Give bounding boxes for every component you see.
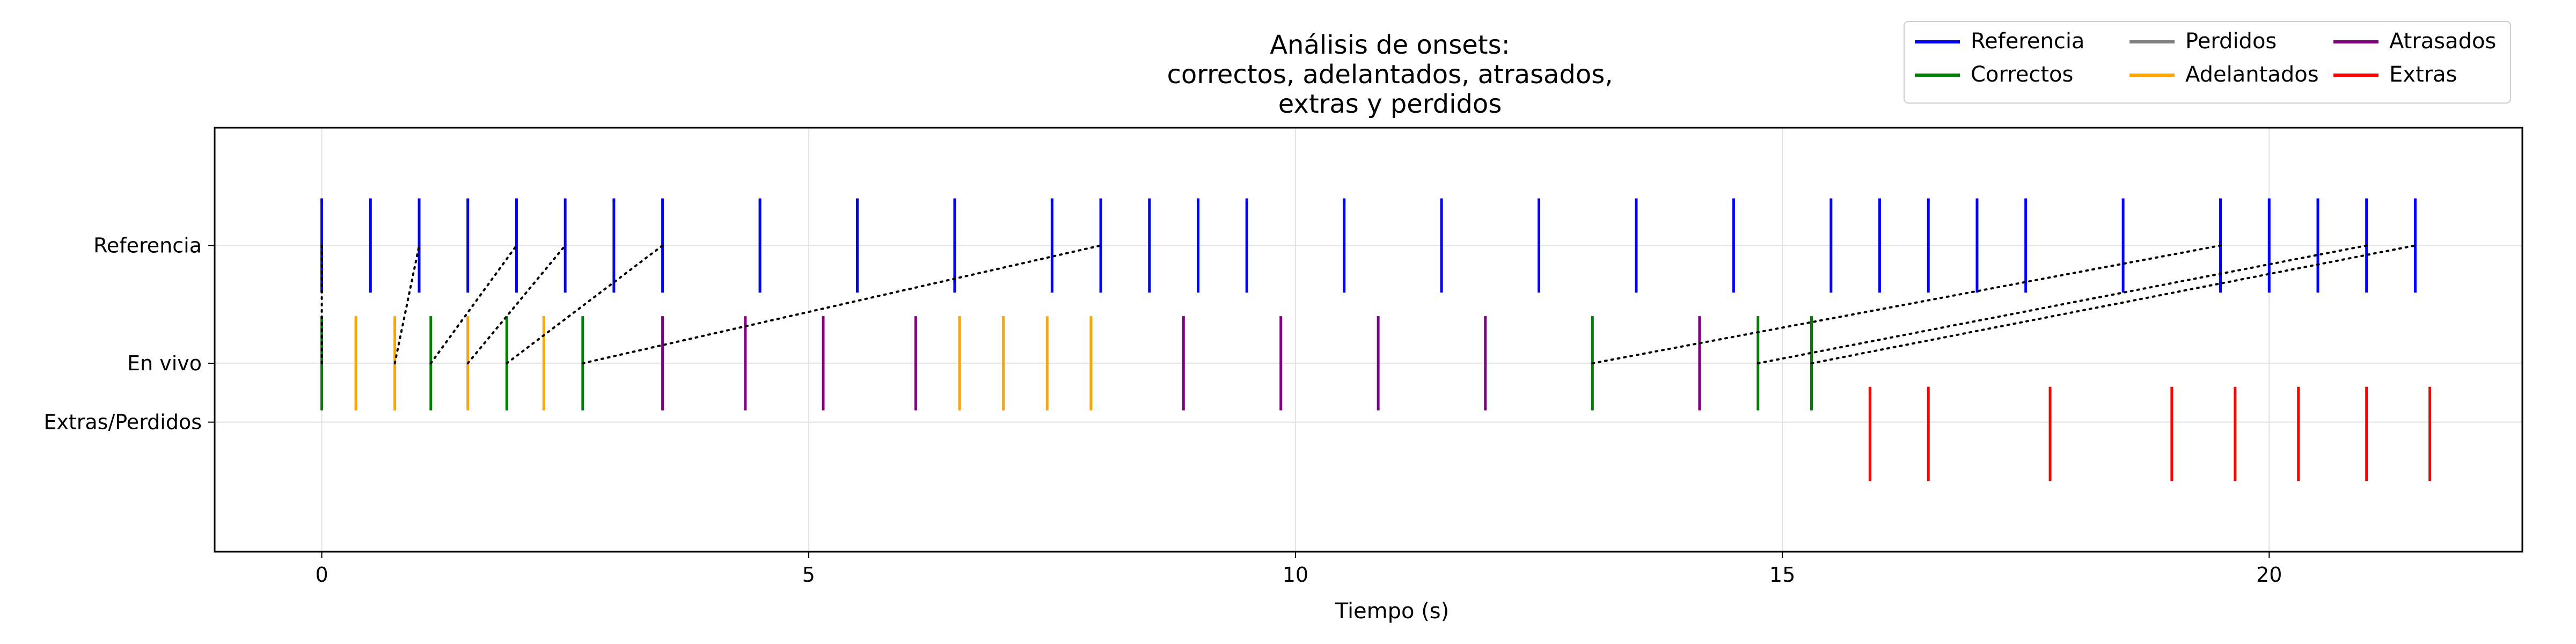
x-tick-label: 5	[802, 563, 815, 587]
legend: Referencia Correctos Perdidos Adelantados At…	[1904, 21, 2511, 104]
match-link	[429, 244, 518, 364]
x-axis-label: Tiempo (s)	[1335, 599, 1450, 624]
x-tick-label: 0	[315, 563, 328, 587]
match-link	[393, 244, 421, 364]
x-tick-label: 20	[2256, 563, 2282, 587]
match-link	[1757, 244, 2368, 364]
tick-layer: 0 5 10 15 20 Referencia En vivo Extras/Perdidos	[43, 233, 2282, 587]
legend-label-atrasados: Atrasados	[2389, 29, 2496, 54]
match-link	[581, 244, 1102, 364]
plot-frame	[214, 127, 2523, 553]
y-tick-label: En vivo	[127, 352, 202, 375]
chart-title-line-3: extras y perdidos	[1278, 89, 1502, 119]
chart-title-line-1: Análisis de onsets:	[1270, 30, 1510, 60]
marks-layer	[320, 198, 2432, 481]
grid-layer	[215, 128, 2522, 552]
legend-label-correctos: Correctos	[1971, 62, 2073, 87]
x-tick-label: 15	[1769, 563, 1795, 587]
legend-label-extras: Extras	[2389, 62, 2457, 87]
legend-label-perdidos: Perdidos	[2185, 29, 2277, 54]
links-layer	[320, 244, 2417, 364]
match-link	[1810, 244, 2417, 364]
match-link	[466, 244, 567, 364]
match-link	[506, 244, 664, 364]
legend-label-adelantados: Adelantados	[2185, 62, 2319, 87]
y-tick-label: Extras/Perdidos	[43, 411, 202, 434]
y-tick-label: Referencia	[93, 233, 202, 257]
chart-title-line-2: correctos, adelantados, atrasados,	[1167, 60, 1613, 90]
x-tick-label: 10	[1283, 563, 1308, 587]
legend-label-referencia: Referencia	[1971, 29, 2084, 54]
